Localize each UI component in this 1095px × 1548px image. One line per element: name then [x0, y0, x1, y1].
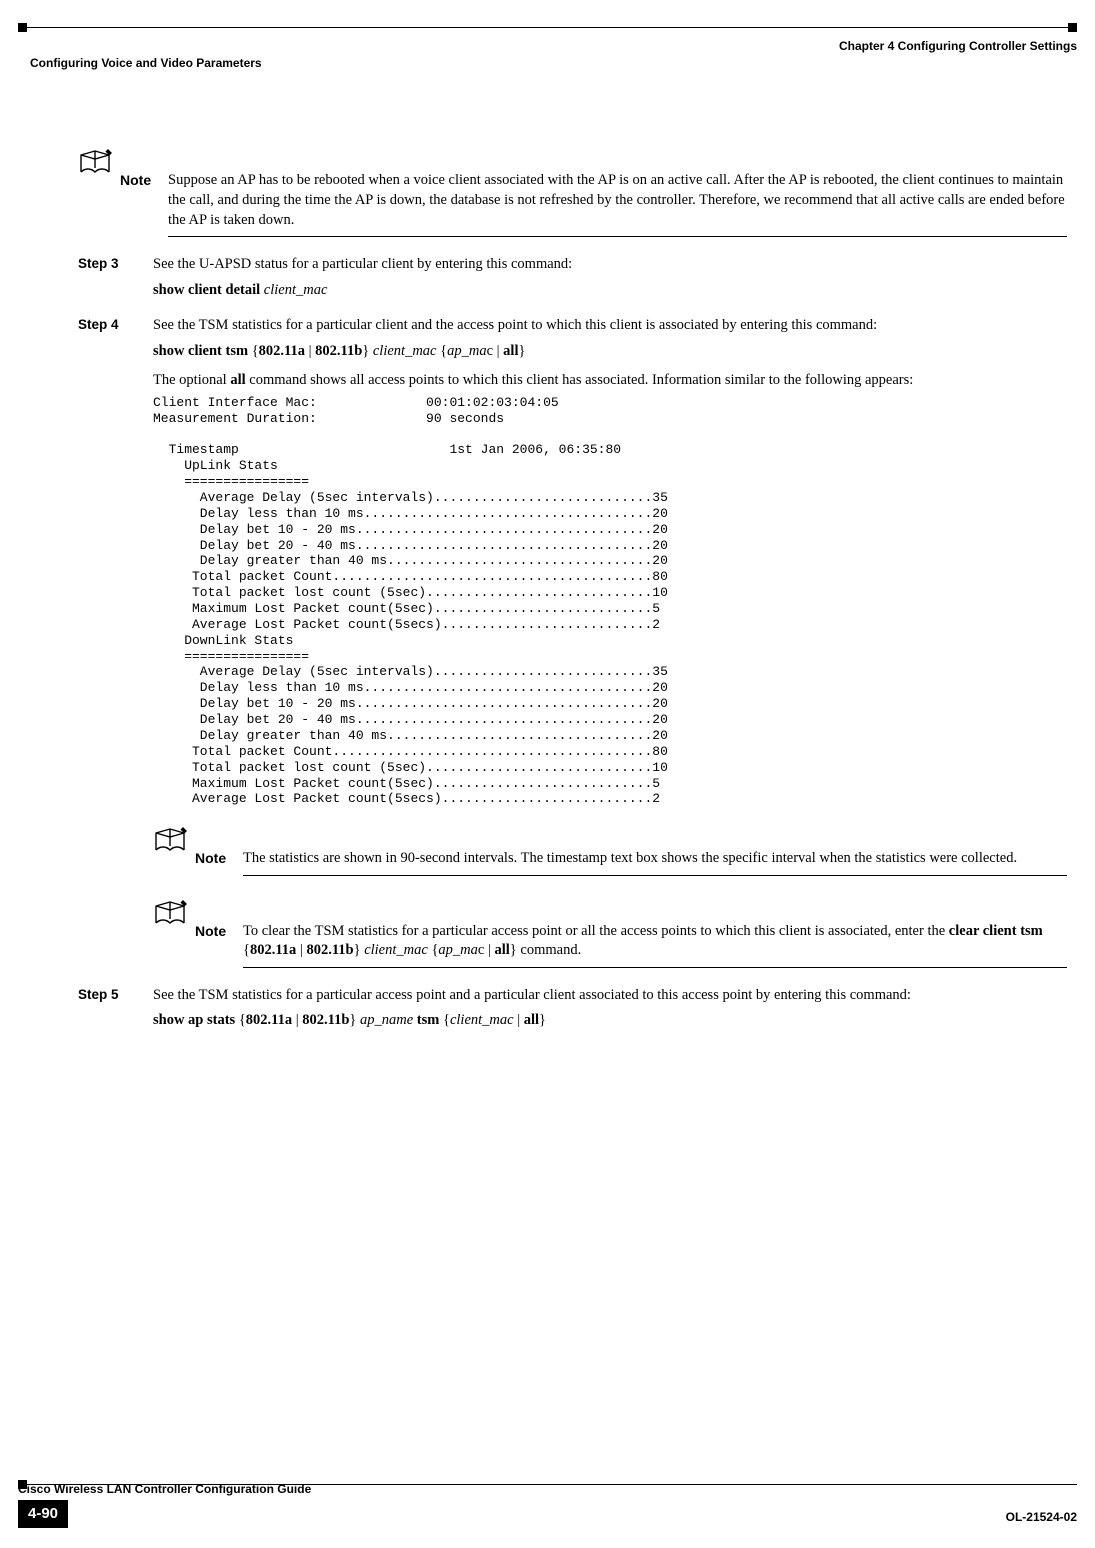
step5-command: show ap stats {802.11a | 802.11b} ap_nam…	[153, 1011, 1067, 1031]
step4-output: Client Interface Mac: 00:01:02:03:04:05 …	[153, 395, 1067, 807]
page-footer: Cisco Wireless LAN Controller Configurat…	[18, 1481, 1077, 1528]
footer-page-number: 4-90	[18, 1500, 68, 1528]
step-4: Step 4 See the TSM statistics for a part…	[78, 316, 1067, 821]
note-label: Note	[120, 149, 168, 190]
section-heading: Configuring Voice and Video Parameters	[30, 55, 1077, 71]
step-label-5: Step 5	[78, 986, 153, 1004]
step-3: Step 3 See the U-APSD status for a parti…	[78, 255, 1067, 310]
step-label-3: Step 3	[78, 255, 153, 273]
header-rule	[18, 18, 1077, 38]
note-text-2: The statistics are shown in 90-second in…	[243, 849, 1067, 876]
note-block-1: Note Suppose an AP has to be rebooted wh…	[78, 149, 1067, 237]
note-block-3: Note To clear the TSM statistics for a p…	[153, 900, 1067, 968]
step-5: Step 5 See the TSM statistics for a part…	[78, 986, 1067, 1041]
footer-doc-id: OL-21524-02	[1006, 1509, 1077, 1528]
chapter-heading: Chapter 4 Configuring Controller Setting…	[18, 38, 1077, 54]
note-text-3: To clear the TSM statistics for a partic…	[243, 922, 1067, 968]
note-label: Note	[195, 900, 243, 941]
note-icon	[153, 900, 195, 926]
note-icon	[153, 827, 195, 853]
step4-intro: See the TSM statistics for a particular …	[153, 316, 1067, 336]
note-icon	[78, 149, 120, 175]
step5-intro: See the TSM statistics for a particular …	[153, 986, 1067, 1006]
step3-intro: See the U-APSD status for a particular c…	[153, 255, 1067, 275]
step4-after: The optional all command shows all acces…	[153, 371, 1067, 391]
note-block-2: Note The statistics are shown in 90-seco…	[153, 827, 1067, 876]
step4-command: show client tsm {802.11a | 802.11b} clie…	[153, 342, 1067, 362]
step-label-4: Step 4	[78, 316, 153, 334]
step3-command: show client detail client_mac	[153, 281, 1067, 301]
note-text-1: Suppose an AP has to be rebooted when a …	[168, 171, 1067, 237]
note-label: Note	[195, 827, 243, 868]
